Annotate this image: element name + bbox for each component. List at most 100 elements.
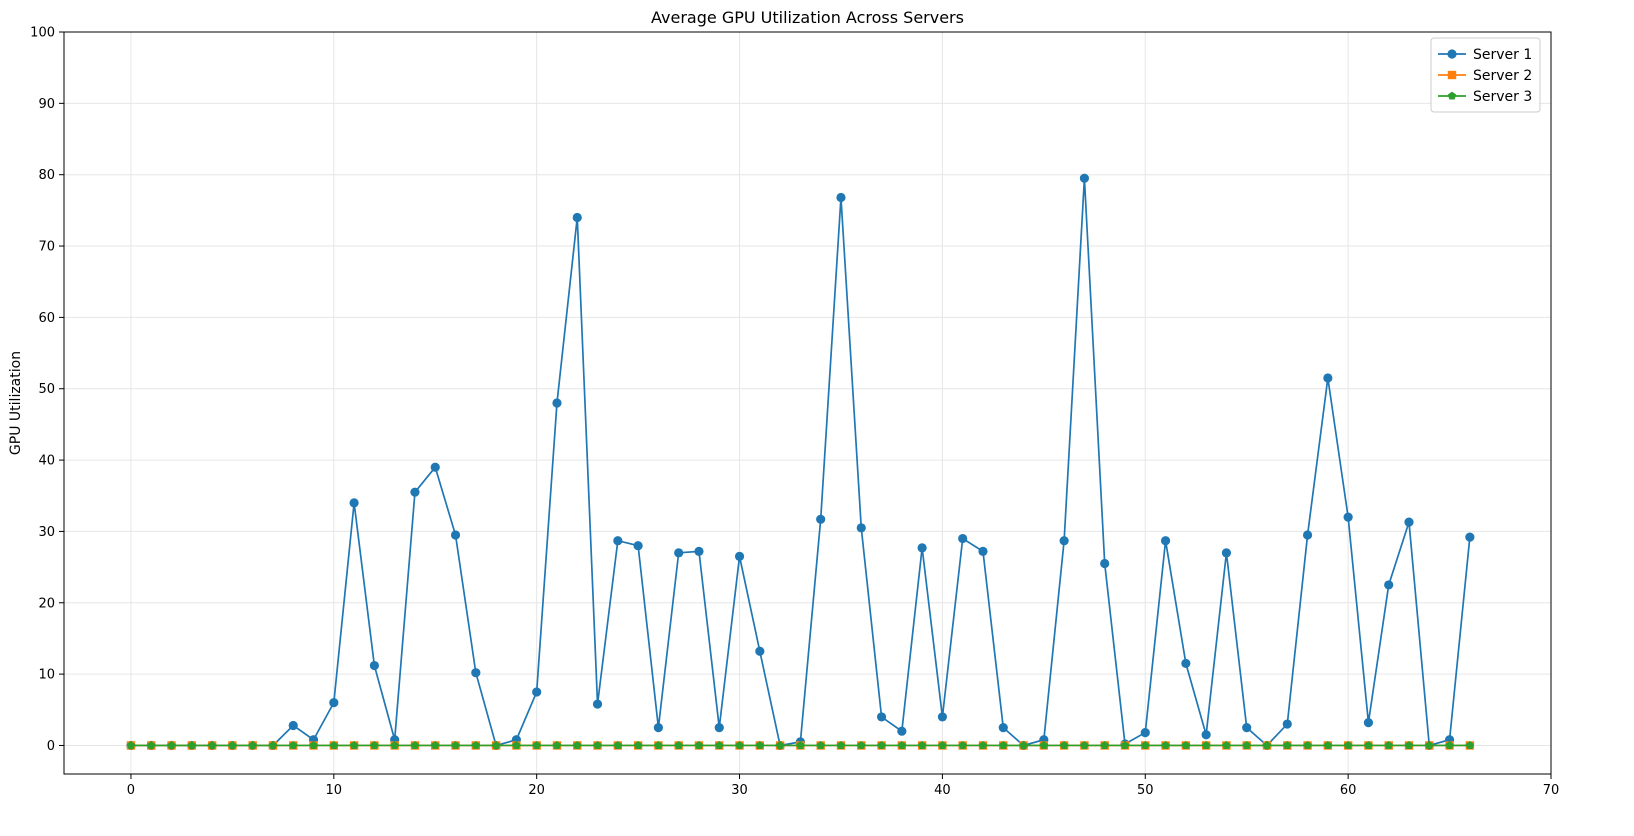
x-tick-label: 70 xyxy=(1543,783,1560,798)
data-point xyxy=(1364,741,1373,750)
data-point xyxy=(1404,741,1414,750)
data-point xyxy=(715,741,724,750)
legend-label: Server 3 xyxy=(1473,89,1532,105)
data-point xyxy=(1160,536,1171,546)
y-tick-label: 10 xyxy=(38,668,55,683)
data-point xyxy=(917,741,927,750)
data-point xyxy=(1242,723,1252,733)
data-point xyxy=(654,741,663,750)
data-point xyxy=(1323,741,1333,750)
y-tick-label: 0 xyxy=(47,739,55,754)
y-tick-label: 20 xyxy=(38,596,55,611)
legend-label: Server 2 xyxy=(1473,68,1532,84)
data-point xyxy=(349,741,359,750)
data-point xyxy=(897,741,907,750)
data-point xyxy=(532,741,541,750)
data-point xyxy=(289,741,298,750)
data-point xyxy=(1079,173,1090,183)
data-point xyxy=(450,530,461,540)
data-point xyxy=(1181,741,1191,750)
data-point xyxy=(228,741,237,750)
data-point xyxy=(694,546,704,557)
data-point xyxy=(877,741,886,750)
data-point xyxy=(674,741,683,750)
data-point xyxy=(187,741,196,750)
plot-frame xyxy=(63,31,1552,775)
legend-marker xyxy=(1447,49,1457,59)
data-point xyxy=(592,699,603,709)
data-point xyxy=(268,741,278,750)
data-point xyxy=(471,741,480,750)
data-point xyxy=(897,726,907,736)
data-point xyxy=(1262,741,1272,750)
legend-item: Server 2 xyxy=(1438,68,1532,84)
data-point xyxy=(653,723,663,733)
data-point xyxy=(937,712,948,722)
data-point xyxy=(1039,741,1049,750)
legend-item: Server 3 xyxy=(1438,89,1532,105)
data-point xyxy=(207,741,217,750)
data-point xyxy=(1120,741,1130,750)
legend-item: Server 1 xyxy=(1438,47,1532,63)
data-point xyxy=(796,741,805,750)
data-point xyxy=(1384,741,1393,750)
data-point xyxy=(1019,741,1028,750)
data-point xyxy=(755,646,765,656)
data-point xyxy=(674,548,684,558)
data-point xyxy=(978,741,988,750)
data-point xyxy=(1201,730,1211,740)
data-point xyxy=(1303,741,1312,750)
data-point xyxy=(1465,532,1475,542)
data-point xyxy=(1425,741,1434,750)
data-point xyxy=(572,212,582,223)
data-point xyxy=(1282,719,1292,729)
data-point xyxy=(1363,718,1374,728)
data-point xyxy=(999,741,1008,750)
legend-label: Server 1 xyxy=(1473,47,1532,63)
data-point xyxy=(1181,658,1191,669)
data-point xyxy=(329,698,339,708)
axis-ticks: 0 10 20 30 40 50 60 70 0 10 20 30 40 50 60 70 80 90 100 xyxy=(30,26,1559,799)
data-point xyxy=(1283,741,1292,750)
x-tick-label: 50 xyxy=(1137,783,1154,798)
data-point xyxy=(369,660,379,671)
data-point xyxy=(1161,741,1170,750)
data-point xyxy=(836,741,846,750)
data-point xyxy=(349,498,359,508)
data-point xyxy=(1100,558,1110,569)
data-point xyxy=(147,741,156,750)
data-point xyxy=(1384,580,1394,590)
y-axis-label: GPU Utilization xyxy=(8,351,24,455)
data-point xyxy=(775,741,785,750)
data-point xyxy=(1242,741,1251,750)
data-point xyxy=(613,741,623,750)
data-point xyxy=(451,741,460,750)
data-point xyxy=(1059,741,1069,750)
data-point xyxy=(410,741,420,750)
data-point xyxy=(1080,741,1089,750)
data-point xyxy=(593,741,602,750)
grid-lines xyxy=(64,31,1552,774)
data-point xyxy=(512,741,521,750)
data-point xyxy=(998,723,1008,733)
data-point xyxy=(816,514,826,524)
data-point xyxy=(1465,741,1475,750)
data-point xyxy=(1302,530,1313,540)
data-point xyxy=(573,741,582,750)
legend-marker xyxy=(1447,91,1457,100)
y-tick-label: 30 xyxy=(38,525,55,540)
series-3 xyxy=(126,741,1475,750)
data-point xyxy=(735,741,744,750)
y-tick-label: 70 xyxy=(38,240,55,255)
data-point xyxy=(471,668,481,678)
legend-marker xyxy=(1447,70,1457,80)
data-point xyxy=(1100,741,1109,750)
x-tick-label: 10 xyxy=(326,783,343,798)
data-point xyxy=(917,543,927,553)
data-point xyxy=(714,723,724,733)
data-point xyxy=(958,533,968,544)
data-point xyxy=(1221,548,1232,558)
data-point xyxy=(978,546,988,557)
data-point xyxy=(431,741,440,750)
